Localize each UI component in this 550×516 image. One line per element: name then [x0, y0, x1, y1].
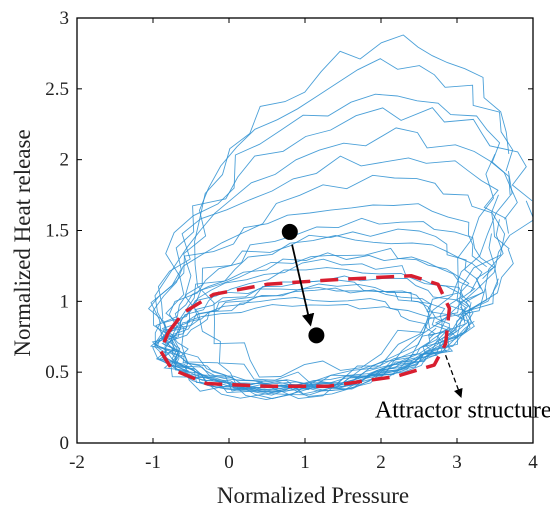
x-tick-label: -1: [145, 452, 161, 473]
x-tick-label: 0: [224, 452, 234, 473]
x-tick-label: 1: [300, 452, 310, 473]
attractor-annotation-label: Attractor structure: [375, 398, 550, 424]
y-tick-label: 0.5: [45, 362, 69, 383]
y-tick-label: 3: [60, 8, 70, 29]
trajectory-loop-4: [167, 247, 472, 396]
annotation-layer: Attractor structure: [281, 223, 550, 424]
x-tick-label: -2: [69, 452, 85, 473]
trajectory-loop-11: [152, 174, 514, 400]
trajectory-loop-18: [194, 34, 510, 378]
trajectory-loop-22: [158, 252, 476, 392]
axis-layer: -2 -1 0 1 2 3 4 0 0.5 1 1.5 2 2.5 3: [45, 8, 538, 473]
trajectory-loop-15: [183, 58, 514, 387]
trajectory-loop-12: [153, 127, 518, 396]
state-marker-1: [281, 223, 298, 240]
trajectory-loop-13: [165, 93, 511, 395]
trajectory-loop-10: [151, 287, 450, 388]
x-tick-label: 4: [528, 452, 538, 473]
trajectory-loop-9: [161, 217, 499, 400]
annotation-pointer-arrow: [444, 354, 463, 398]
plot-layer: [147, 34, 533, 401]
y-tick-label: 1: [60, 291, 70, 312]
y-tick-label: 2.5: [45, 79, 69, 100]
trajectory-loop-3: [164, 297, 449, 387]
x-axis-label: Normalized Pressure: [217, 483, 409, 508]
trajectory-loop-17: [154, 155, 509, 401]
trajectory-loop-21: [150, 107, 533, 392]
y-tick-label: 0: [60, 433, 70, 454]
plot-frame: [76, 17, 534, 444]
x-tick-label: 2: [376, 452, 386, 473]
transition-arrow: [291, 244, 315, 327]
y-axis-label: Normalized Heat release: [10, 129, 35, 356]
y-tick-label: 1.5: [45, 221, 69, 242]
trajectory-loop-6: [162, 304, 440, 387]
x-tick-label: 3: [452, 452, 462, 473]
y-tick-label: 2: [60, 150, 70, 171]
state-marker-2: [308, 327, 325, 344]
